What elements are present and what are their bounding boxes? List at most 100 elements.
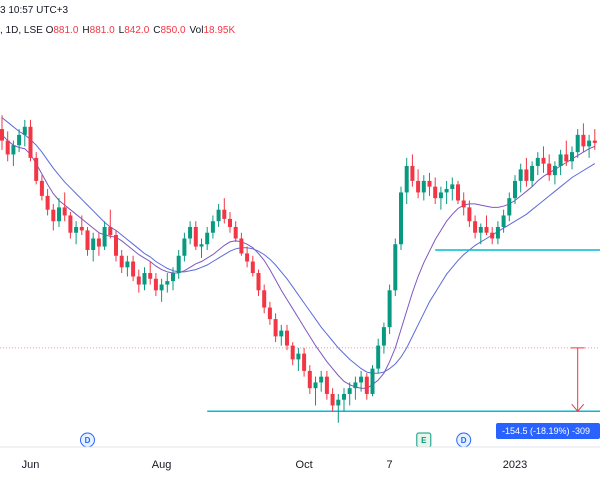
candle-body xyxy=(17,134,22,146)
candle-body xyxy=(267,307,272,320)
candle-body xyxy=(342,393,346,400)
candle-body xyxy=(495,226,500,239)
candle-body xyxy=(216,209,221,222)
candle-body xyxy=(587,140,592,147)
candle-body xyxy=(142,273,147,285)
dividend-marker[interactable]: D xyxy=(80,432,95,448)
marker-letter: E xyxy=(421,436,427,445)
candle-body xyxy=(68,215,73,233)
candle xyxy=(456,180,460,204)
ohlc-value-l: 842.0 xyxy=(124,25,150,36)
candle xyxy=(410,154,415,187)
candle-body xyxy=(353,382,358,389)
candle-body xyxy=(285,330,289,346)
candle xyxy=(285,324,289,351)
candle xyxy=(199,238,204,259)
candle-body xyxy=(427,180,432,187)
candle-body xyxy=(176,255,181,274)
candle xyxy=(267,301,272,325)
candle xyxy=(564,140,569,166)
dividend-marker[interactable]: D xyxy=(456,432,472,448)
candle xyxy=(324,370,329,400)
marker-letter: D xyxy=(461,436,467,445)
candle xyxy=(85,226,90,256)
candle-body xyxy=(535,157,540,166)
x-axis-label: Oct xyxy=(296,459,313,471)
candle xyxy=(513,175,517,204)
ohlc-label-c: C xyxy=(153,25,161,36)
candle-body xyxy=(581,134,586,147)
candle-body xyxy=(62,207,67,216)
candle-body xyxy=(279,330,284,337)
candle xyxy=(125,255,130,277)
candle-body xyxy=(501,215,506,227)
x-axis-label: 7 xyxy=(387,459,393,471)
candle-body xyxy=(484,226,489,233)
candle xyxy=(28,119,33,162)
candle xyxy=(171,267,175,291)
candle xyxy=(319,370,324,392)
candle xyxy=(222,198,227,224)
ma_fast-line xyxy=(1,134,595,389)
candle xyxy=(342,388,346,412)
candle xyxy=(131,255,136,282)
candle-body xyxy=(136,276,141,285)
candle xyxy=(484,215,489,236)
candle-body xyxy=(381,327,386,346)
candle-body xyxy=(399,192,403,245)
price-range-measure[interactable] xyxy=(570,347,585,412)
candle xyxy=(518,163,523,193)
candle-body xyxy=(45,195,50,210)
candle xyxy=(296,347,301,371)
candle-body xyxy=(456,184,460,201)
candle xyxy=(68,212,73,239)
candle xyxy=(136,269,141,293)
symbol-legend: , 1D, LSE O881.0 H881.0 L842.0 C850.0 Vol18.… xyxy=(0,25,239,36)
candle xyxy=(114,230,118,262)
candle xyxy=(376,338,381,374)
horizontal-lines[interactable] xyxy=(0,249,600,412)
candle xyxy=(336,393,341,423)
candle xyxy=(387,284,392,335)
candle xyxy=(495,221,500,245)
candle-body xyxy=(313,382,318,389)
candle-body xyxy=(387,290,392,328)
ohlc-value-vol: 18.95K xyxy=(203,25,236,36)
candle xyxy=(279,324,284,346)
ohlc-label-h: H xyxy=(82,25,90,36)
ohlc-label-o: O xyxy=(45,25,54,36)
candle xyxy=(433,177,438,204)
candle-body xyxy=(228,218,232,227)
candle-body xyxy=(125,261,130,268)
candle xyxy=(587,134,592,158)
candle xyxy=(575,129,580,158)
candle-body xyxy=(171,273,175,282)
candle-body xyxy=(108,226,113,236)
candle xyxy=(205,226,210,250)
candle-body xyxy=(256,273,261,291)
candle-body xyxy=(39,180,44,196)
candle xyxy=(552,161,557,185)
candle xyxy=(427,172,432,196)
candle xyxy=(188,221,193,245)
candle-body xyxy=(11,145,16,155)
candle xyxy=(501,209,506,233)
candle xyxy=(34,152,39,185)
candle xyxy=(182,232,187,262)
candle xyxy=(359,370,364,392)
candle-body xyxy=(239,238,244,254)
candle-body xyxy=(79,226,84,231)
x-axis-label: Aug xyxy=(152,459,172,471)
candle xyxy=(307,365,312,394)
candle xyxy=(216,203,221,227)
candle-body xyxy=(51,209,56,222)
earnings-marker[interactable]: E xyxy=(416,432,432,448)
candle-body xyxy=(96,238,101,247)
candle xyxy=(313,376,318,406)
candle-body xyxy=(307,370,312,389)
timestamp: 3 10:57 UTC+3 xyxy=(0,5,69,16)
candle-body xyxy=(558,154,563,166)
candle-body xyxy=(564,154,569,162)
